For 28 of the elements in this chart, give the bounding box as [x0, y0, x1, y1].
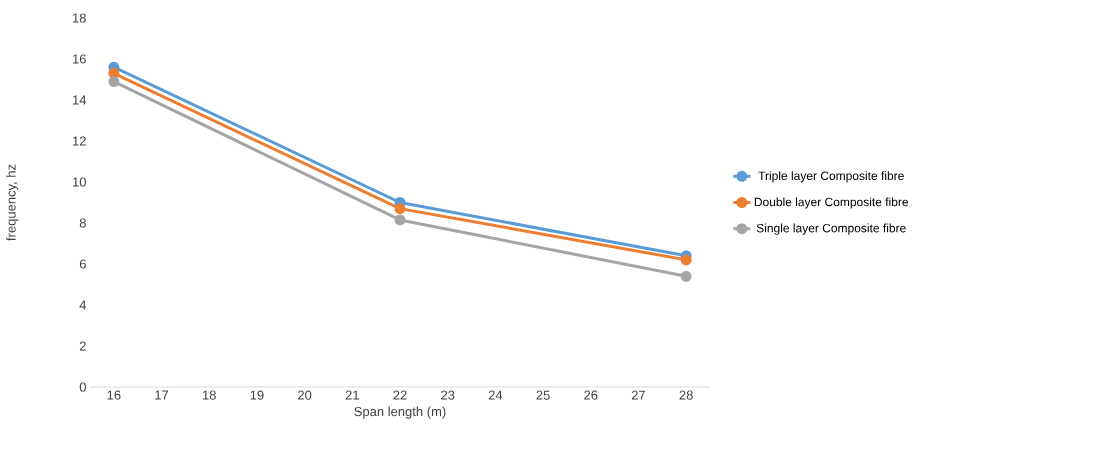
y-tick-label: 16 — [73, 54, 86, 64]
y-tick-label: 10 — [73, 177, 86, 187]
x-tick-label: 16 — [107, 390, 121, 400]
x-tick-label: 17 — [155, 390, 169, 400]
x-tick-label: 23 — [441, 390, 455, 400]
x-tick-label: 20 — [298, 390, 312, 400]
x-tick-label: 18 — [203, 390, 216, 400]
y-tick-label: 4 — [79, 300, 87, 310]
y-axis-title: frequency, hz — [6, 164, 19, 241]
y-tick-label: 14 — [73, 95, 87, 105]
x-tick-label: 24 — [488, 390, 503, 400]
legend-label: Double layer Composite fibre — [754, 197, 909, 209]
y-tick-label: 6 — [79, 259, 86, 269]
y-tick-label: 2 — [79, 341, 86, 351]
x-tick-label: 22 — [393, 390, 407, 400]
x-tick-label: 28 — [679, 390, 693, 400]
y-tick-label: 12 — [73, 136, 86, 146]
y-tick-label: 18 — [73, 13, 86, 23]
x-tick-label: 25 — [536, 390, 550, 400]
x-tick-label: 21 — [345, 390, 359, 400]
x-tick-label: 27 — [631, 390, 646, 400]
x-tick-label: 19 — [250, 390, 264, 400]
legend-label: Single layer Composite fibre — [756, 223, 906, 235]
x-axis-title: Span length (m) — [354, 406, 446, 419]
x-tick-label: 26 — [584, 390, 598, 400]
y-tick-label: 0 — [79, 382, 86, 392]
legend-label: Triple layer Composite fibre — [758, 171, 904, 183]
y-tick-label: 8 — [79, 218, 86, 228]
